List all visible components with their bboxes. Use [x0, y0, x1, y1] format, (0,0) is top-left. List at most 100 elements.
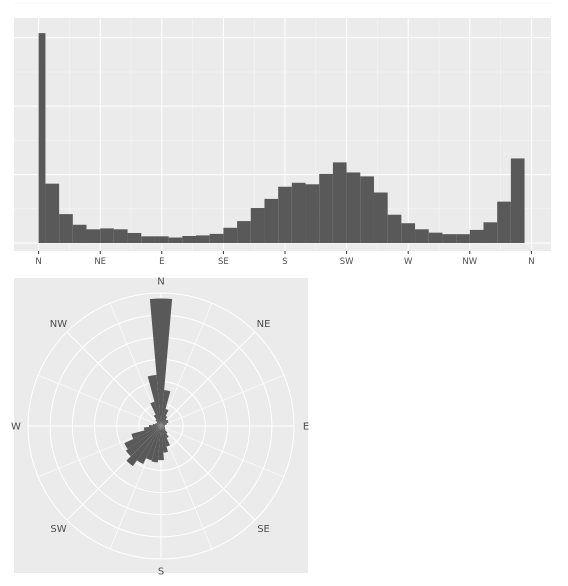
histogram-x-tick-label: NE [94, 257, 106, 267]
histogram-x-tick-label: N [528, 257, 534, 267]
histogram-bar [319, 173, 333, 243]
rose-wedge [154, 423, 161, 426]
rose-wedge [161, 426, 168, 453]
histogram-bar [100, 228, 114, 243]
histogram-bar [38, 33, 46, 243]
histogram-bar [45, 183, 60, 243]
rose-wedge [161, 426, 166, 430]
histogram-bar [442, 234, 457, 243]
histogram-bar [59, 214, 73, 243]
rose-wedge [124, 426, 161, 450]
histogram-bar [428, 232, 443, 243]
rose-wedge [161, 390, 171, 426]
rose-wedge [161, 419, 169, 426]
rose-wedge [161, 421, 169, 426]
rose-wedge [153, 414, 161, 426]
histogram-bar [305, 184, 320, 243]
histogram-bar [154, 236, 169, 243]
histogram-bar [86, 229, 101, 243]
histogram-x-tick-label: W [404, 257, 413, 267]
rose-wedge [131, 426, 161, 439]
rose-wedge [161, 426, 165, 427]
rose-wedge [161, 425, 166, 427]
histogram-bar [250, 208, 265, 243]
histogram-bar [469, 229, 484, 243]
histogram-x-tick-label: S [282, 257, 287, 267]
histogram-bar [346, 172, 361, 243]
histogram-bar [291, 182, 306, 243]
histogram-bar [127, 232, 142, 243]
rose-wedge [161, 426, 168, 434]
rose-wedge [161, 426, 170, 447]
rose-wedge [161, 426, 166, 428]
histogram-chart: N NE E SE S SW W NW N [14, 3, 551, 267]
rose-wedge [161, 426, 166, 429]
histogram-bar [387, 214, 402, 243]
rose-wedge [161, 419, 167, 426]
rose-wedge [148, 424, 161, 428]
rose-spoke-gridline [160, 331, 256, 427]
histogram-bar [373, 192, 388, 243]
rose-wedge [150, 401, 161, 426]
histogram-bar [483, 222, 498, 243]
histogram-bar [264, 198, 279, 243]
rose-wedge [149, 298, 173, 426]
histogram-bar [196, 235, 210, 243]
rose-spoke-gridline [160, 303, 213, 427]
rose-direction-label: N [157, 277, 164, 288]
histogram-bar [182, 236, 197, 243]
histogram-bar [168, 237, 183, 243]
histogram-bar [237, 221, 251, 243]
rose-wedge [161, 409, 169, 426]
rose-wedge [156, 422, 161, 426]
histogram-x-tick-label: NW [462, 257, 477, 267]
histogram-bar [72, 224, 87, 243]
rose-wedge [147, 374, 161, 426]
rose-direction-label: SW [50, 524, 66, 535]
rose-wedge [155, 419, 161, 426]
rose-direction-label: NW [50, 319, 67, 330]
rose-wedge [158, 426, 164, 461]
rose-wedge [152, 423, 161, 426]
rose-wedge [126, 426, 161, 467]
rose-wedge [145, 426, 161, 461]
rose-spoke-gridline [160, 374, 284, 427]
rose-spoke-gridline [160, 425, 213, 549]
histogram-x-tick-label: E [159, 257, 164, 267]
histogram-x-tick-label: SW [340, 257, 354, 267]
histogram-bar [456, 234, 470, 243]
rose-direction-label: NE [257, 319, 271, 330]
rose-wedge [125, 426, 161, 457]
rose-wedge [161, 415, 168, 426]
histogram-bar [209, 233, 224, 243]
rose-direction-label: SE [257, 524, 270, 535]
rose-wedge [151, 426, 161, 463]
rose-spoke-gridline [66, 331, 162, 427]
histogram-bar [141, 236, 155, 243]
histogram-bar [510, 158, 525, 243]
histogram-bar [360, 176, 374, 243]
rose-wedge [136, 426, 161, 465]
histogram-bar [497, 201, 511, 243]
rose-direction-label: S [158, 567, 164, 578]
histogram-bar [332, 162, 347, 243]
histogram-x-tick-label: N [35, 257, 41, 267]
polar-rose-chart: N NE E SE S SW W NW [11, 277, 309, 578]
rose-spoke-gridline [160, 425, 284, 478]
rose-direction-label: E [303, 422, 309, 433]
histogram-x-tick-label: SE [218, 257, 229, 267]
histogram-bar [223, 227, 238, 243]
rose-spoke-gridline [160, 425, 256, 521]
histogram-bar [415, 229, 429, 243]
rose-wedge [161, 423, 167, 426]
rose-wedge [156, 422, 161, 426]
rose-wedge [161, 426, 169, 439]
rose-spoke-gridline [38, 374, 162, 427]
rose-direction-label: W [11, 422, 21, 433]
histogram-bar [113, 229, 128, 243]
histogram-bar [401, 223, 416, 243]
histogram-bar [278, 186, 292, 243]
rose-wedge [161, 424, 166, 426]
rose-wedge [143, 426, 161, 431]
